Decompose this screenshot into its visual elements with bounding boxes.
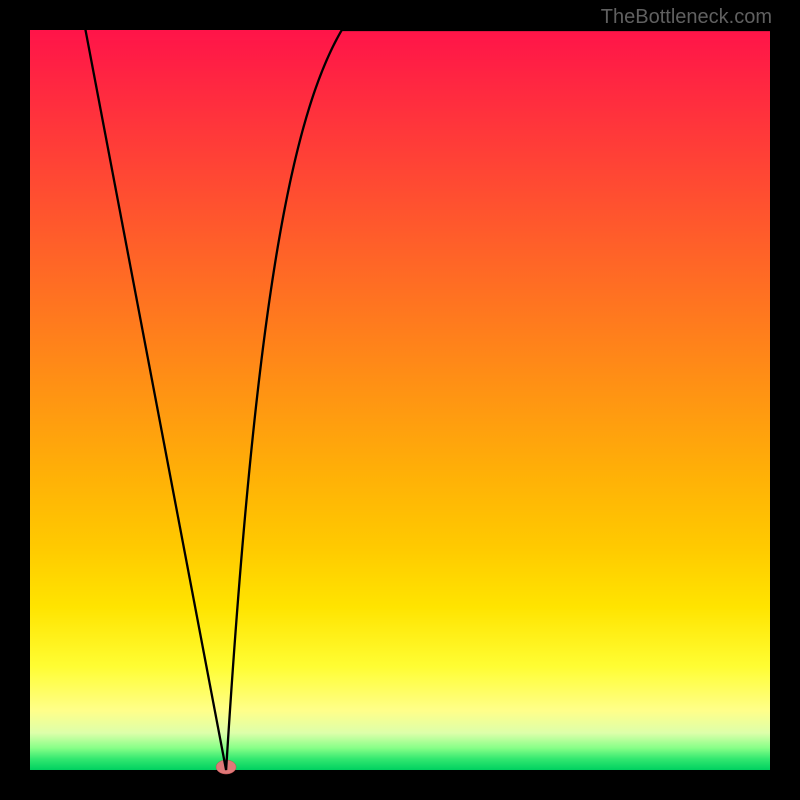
chart-curve — [30, 30, 770, 770]
watermark-text: TheBottleneck.com — [601, 6, 772, 29]
bottleneck-curve-path — [86, 30, 771, 770]
plot-area — [30, 30, 770, 770]
